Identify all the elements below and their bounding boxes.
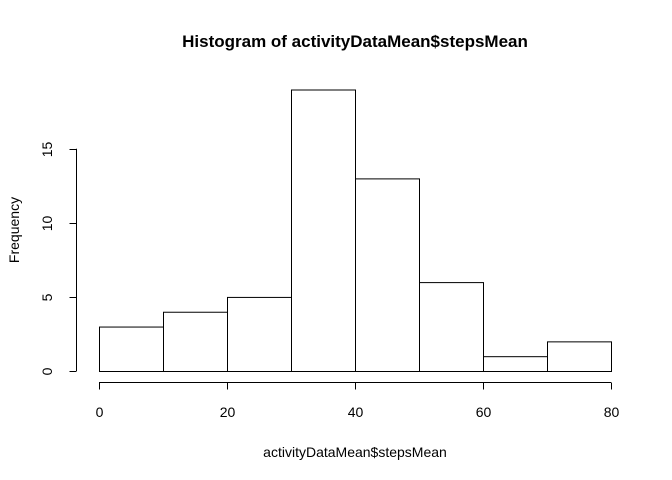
bar-70-80 bbox=[547, 341, 612, 372]
x-tick-label-20: 20 bbox=[220, 404, 236, 420]
bar-60-70 bbox=[483, 356, 548, 372]
x-tick-label-0: 0 bbox=[96, 404, 104, 420]
bar-40-50 bbox=[355, 178, 420, 372]
bars-group bbox=[99, 89, 612, 373]
x-axis-label: activityDataMean$stepsMean bbox=[263, 444, 447, 460]
x-axis: 0 20 40 60 80 bbox=[96, 382, 620, 420]
y-tick-label-0: 0 bbox=[39, 367, 55, 375]
x-tick-label-40: 40 bbox=[348, 404, 364, 420]
bar-0-10 bbox=[99, 326, 164, 373]
y-tick-label-10: 10 bbox=[39, 216, 55, 232]
bar-10-20 bbox=[163, 311, 228, 373]
bar-50-60 bbox=[419, 282, 484, 372]
y-tick-label-15: 15 bbox=[39, 142, 55, 158]
chart-title: Histogram of activityDataMean$stepsMean bbox=[182, 32, 528, 51]
bar-20-30 bbox=[227, 296, 292, 372]
x-tick-label-80: 80 bbox=[604, 404, 620, 420]
y-tick-label-5: 5 bbox=[39, 293, 55, 301]
x-tick-label-60: 60 bbox=[476, 404, 492, 420]
y-axis: 0 5 10 15 bbox=[39, 142, 77, 375]
bar-30-40 bbox=[291, 89, 356, 372]
y-axis-label: Frequency bbox=[6, 197, 22, 263]
